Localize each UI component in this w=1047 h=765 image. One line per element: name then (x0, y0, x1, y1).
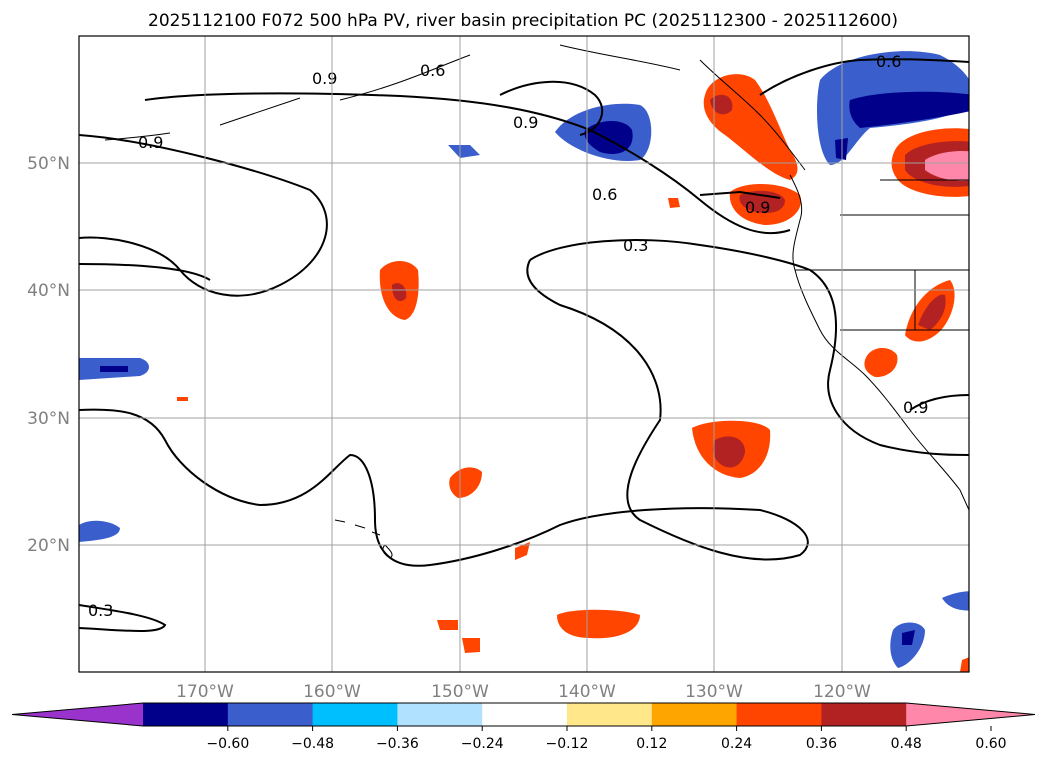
colorbar-segment (567, 703, 653, 726)
colorbar-tick-label: −0.12 (546, 736, 589, 752)
colorbar-segment (651, 703, 738, 726)
colorbar-extend-max (906, 703, 1035, 726)
lat-label: 40°N (27, 281, 70, 301)
contour-label: 0.6 (592, 185, 617, 204)
contour-label: 0.6 (876, 52, 901, 71)
contour-labels: 0.9 0.6 0.9 0.6 0.9 0.6 0.3 0.9 0.3 0.9 (88, 52, 928, 620)
colorbar-tick-label: −0.48 (291, 736, 334, 752)
lat-label: 50°N (27, 154, 70, 174)
colorbar-tick-label: 0.36 (806, 736, 837, 752)
lon-label: 160°W (303, 682, 361, 702)
colorbar-tick-label: 0.12 (636, 736, 667, 752)
lat-label: 30°N (27, 409, 70, 429)
contour-label: 0.3 (623, 236, 648, 255)
colorbar-segment (736, 703, 822, 726)
figure-title: 2025112100 F072 500 hPa PV, river basin … (148, 11, 898, 31)
lon-label: 150°W (431, 682, 489, 702)
colorbar-segment (143, 703, 229, 726)
lat-labels: 50°N 40°N 30°N 20°N (27, 154, 70, 556)
contour-label: 0.9 (138, 133, 163, 152)
lon-labels: 170°W 160°W 150°W 140°W 130°W 120°W (176, 682, 871, 702)
pv-contours (79, 58, 969, 632)
colorbar-tick-label: 0.24 (721, 736, 752, 752)
map-content: 0.9 0.6 0.9 0.6 0.9 0.6 0.3 0.9 0.3 0.9 (79, 36, 969, 672)
gridlines (79, 36, 969, 672)
colorbar-extend-min (12, 703, 143, 726)
lat-label: 20°N (27, 536, 70, 556)
colorbar-segment (312, 703, 398, 726)
lon-label: 130°W (685, 682, 743, 702)
contour-label: 0.9 (312, 69, 337, 88)
contour-label: 0.9 (745, 198, 770, 217)
colorbar-tick-label: −0.60 (206, 736, 249, 752)
map-frame (78, 35, 970, 673)
colorbar: −0.60 −0.48 −0.36 −0.24 −0.12 0.12 0.24 0.36 0.4… (11, 702, 1036, 752)
colorbar-segment (227, 703, 314, 726)
colorbar-tick-label: 0.48 (891, 736, 922, 752)
colorbar-tick-label: 0.60 (975, 736, 1006, 752)
lon-label: 170°W (176, 682, 234, 702)
contour-label: 0.9 (513, 113, 538, 132)
colorbar-segment (482, 703, 568, 726)
contour-label: 0.6 (420, 61, 445, 80)
colorbar-tick-label: −0.24 (461, 736, 504, 752)
lon-label: 140°W (558, 682, 616, 702)
colorbar-segment (821, 703, 907, 726)
lon-label: 120°W (813, 682, 871, 702)
contour-label: 0.3 (88, 601, 113, 620)
coastlines (104, 44, 969, 559)
colorbar-tick-label: −0.36 (376, 736, 419, 752)
colorbar-segment (397, 703, 483, 726)
colorbar-outline (11, 702, 1036, 727)
contour-label: 0.9 (903, 398, 928, 417)
